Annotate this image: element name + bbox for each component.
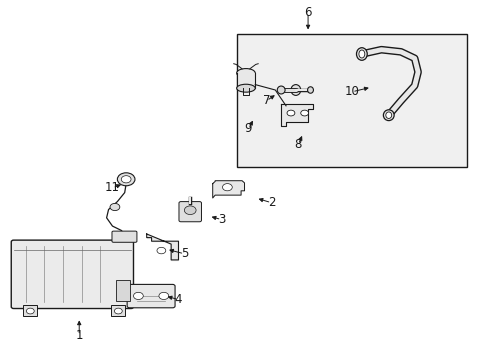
Circle shape (121, 176, 131, 183)
Text: 6: 6 (304, 6, 311, 19)
Ellipse shape (236, 84, 255, 92)
Bar (116, 280, 130, 301)
Ellipse shape (358, 50, 364, 58)
FancyBboxPatch shape (179, 202, 201, 222)
Bar (111, 305, 125, 316)
Circle shape (286, 110, 294, 116)
Text: 5: 5 (180, 247, 188, 260)
Text: 7: 7 (262, 94, 270, 107)
Bar (236, 73, 255, 88)
Ellipse shape (307, 87, 313, 93)
FancyBboxPatch shape (11, 240, 133, 309)
Circle shape (133, 292, 143, 300)
Polygon shape (146, 234, 178, 260)
Ellipse shape (236, 68, 255, 77)
Text: 9: 9 (244, 122, 252, 135)
Polygon shape (281, 104, 312, 126)
Text: 2: 2 (267, 196, 275, 209)
FancyBboxPatch shape (112, 231, 137, 242)
Ellipse shape (277, 86, 285, 94)
Text: 11: 11 (105, 181, 120, 194)
Text: 8: 8 (294, 138, 302, 151)
Ellipse shape (356, 48, 366, 60)
Circle shape (110, 203, 120, 211)
Ellipse shape (385, 112, 391, 118)
Bar (23, 305, 37, 316)
Ellipse shape (383, 110, 393, 121)
Text: 3: 3 (217, 213, 225, 226)
Circle shape (300, 110, 308, 116)
Circle shape (26, 308, 34, 314)
Polygon shape (212, 181, 244, 198)
Circle shape (159, 292, 168, 300)
Circle shape (114, 308, 122, 314)
Ellipse shape (290, 85, 300, 95)
FancyBboxPatch shape (127, 284, 175, 308)
Text: 1: 1 (75, 329, 83, 342)
Bar (237, 34, 466, 167)
Circle shape (117, 173, 135, 186)
Text: 4: 4 (174, 293, 182, 306)
Circle shape (222, 184, 232, 191)
Text: 10: 10 (344, 85, 359, 98)
Circle shape (157, 247, 165, 254)
Circle shape (184, 206, 196, 215)
